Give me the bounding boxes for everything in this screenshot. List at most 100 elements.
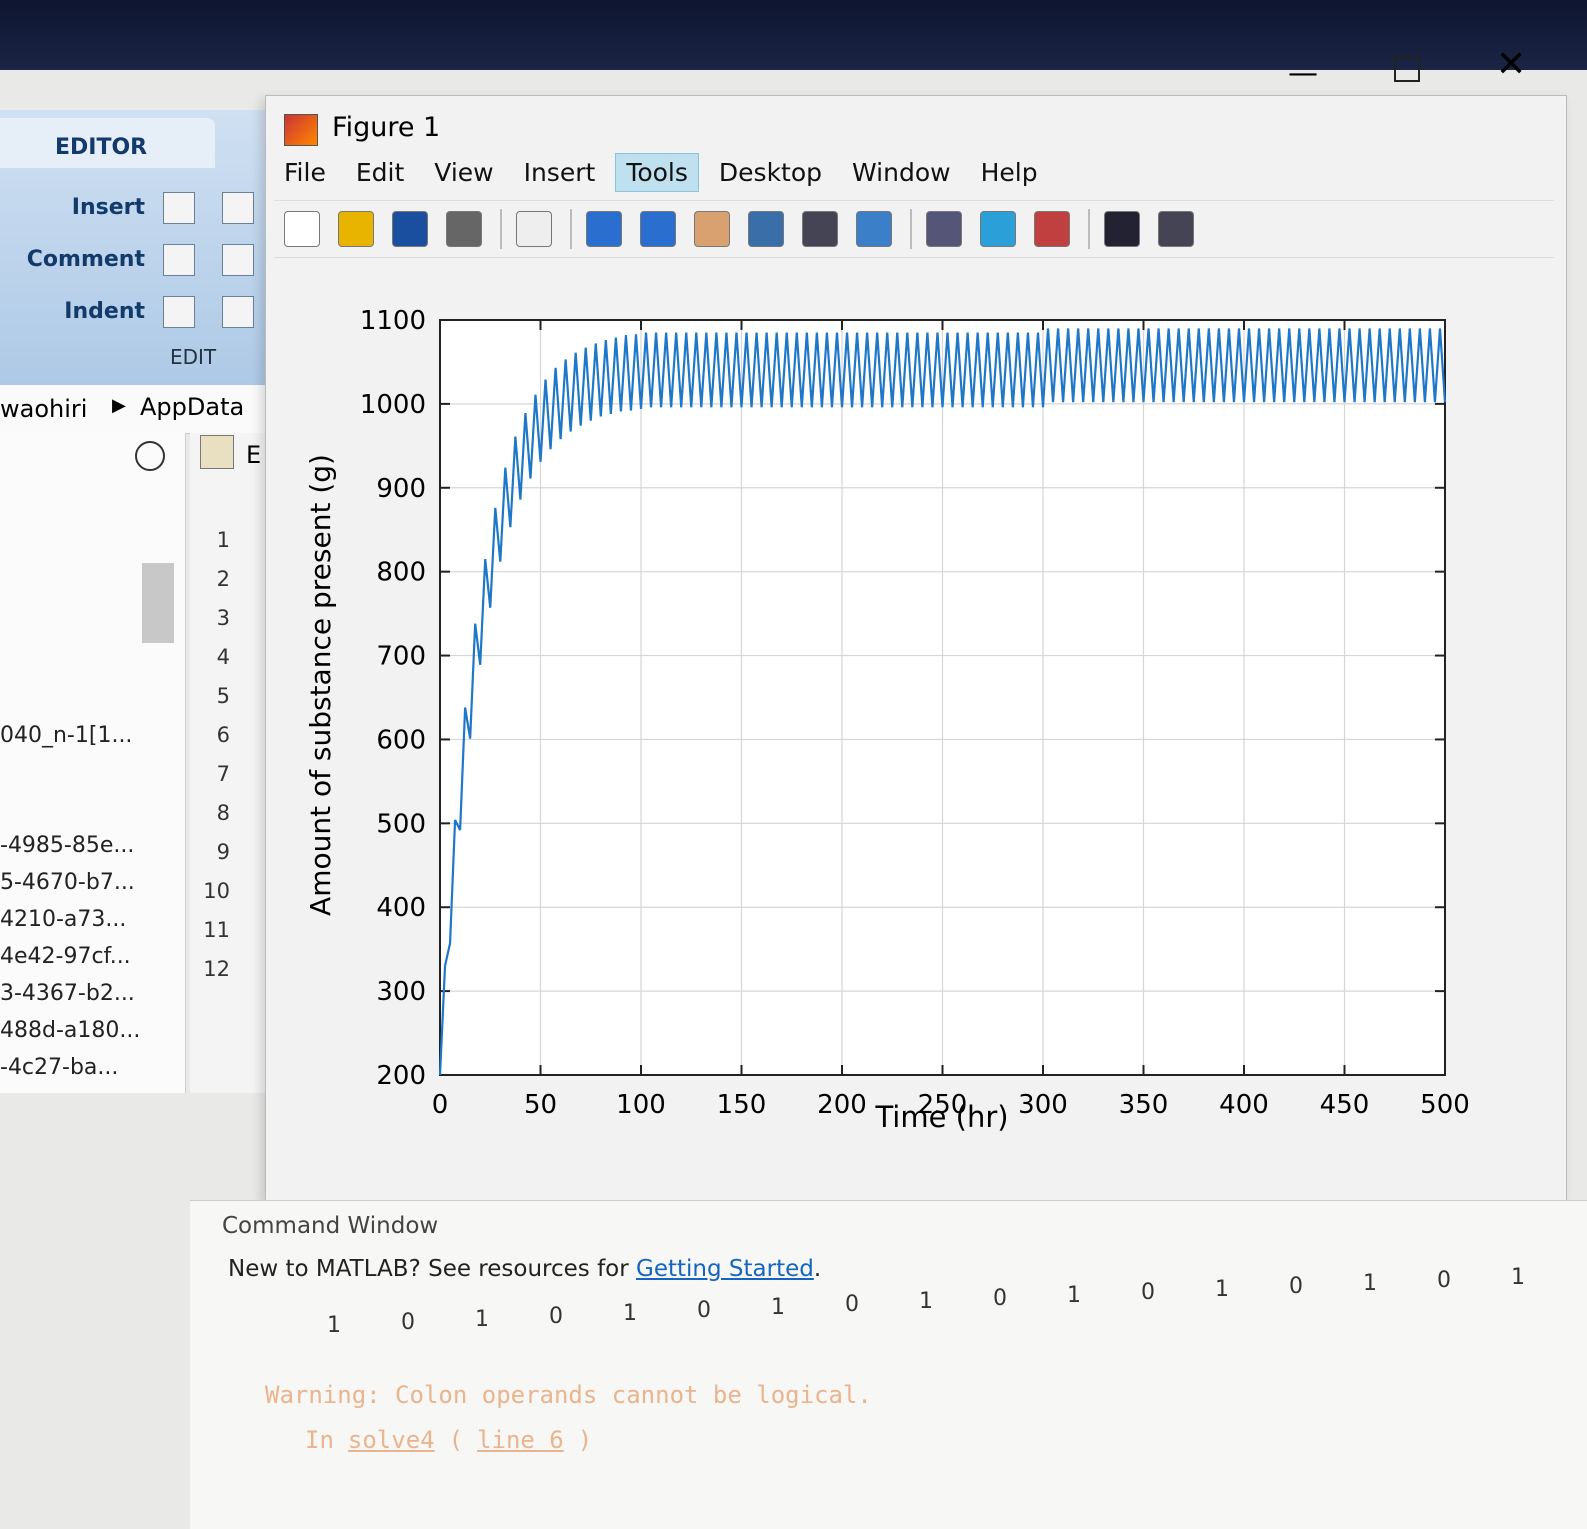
menu-item[interactable]: View bbox=[424, 154, 503, 191]
browser-menu[interactable] bbox=[135, 441, 165, 471]
toolbar-button[interactable] bbox=[284, 211, 320, 247]
x-tick-label: 50 bbox=[524, 1090, 557, 1120]
menu-item[interactable]: Help bbox=[971, 154, 1048, 191]
path-part[interactable]: waohiri bbox=[0, 395, 87, 423]
location-link[interactable]: solve4 bbox=[348, 1426, 435, 1454]
menu-item[interactable]: Tools bbox=[615, 153, 699, 192]
line-number: 5 bbox=[190, 684, 230, 708]
maximize-button[interactable] bbox=[1394, 56, 1420, 82]
ribbon-icon[interactable] bbox=[163, 296, 195, 328]
output-value: 0 bbox=[1437, 1268, 1451, 1293]
file-item[interactable]: -4985-85e... bbox=[0, 833, 134, 858]
ribbon-button[interactable]: Insert bbox=[0, 195, 145, 220]
ribbon-button[interactable]: Indent bbox=[0, 299, 145, 324]
line-number: 4 bbox=[190, 645, 230, 669]
toolbar-button[interactable] bbox=[586, 211, 622, 247]
file-item[interactable]: 4e42-97cf... bbox=[0, 944, 131, 969]
output-value: 1 bbox=[1363, 1271, 1377, 1296]
y-tick-label: 900 bbox=[376, 474, 426, 504]
file-item[interactable]: -4c27-ba... bbox=[0, 1055, 118, 1080]
y-tick-label: 400 bbox=[376, 893, 426, 923]
output-value: 1 bbox=[1511, 1265, 1525, 1290]
menu-item[interactable]: Desktop bbox=[709, 154, 832, 191]
warning-text: Warning: Colon operands cannot be logica… bbox=[265, 1381, 872, 1409]
group-label: EDIT bbox=[170, 345, 216, 369]
toolbar-button[interactable] bbox=[1034, 211, 1070, 247]
file-item[interactable]: 488d-a180... bbox=[0, 1018, 140, 1043]
toolbar-button[interactable] bbox=[446, 211, 482, 247]
screen: EDITOR InsertCommentIndent EDIT waohiri … bbox=[0, 0, 1587, 1528]
output-value: 1 bbox=[771, 1295, 785, 1320]
ribbon-icon[interactable] bbox=[222, 296, 254, 328]
line-number: 3 bbox=[190, 606, 230, 630]
editor-ribbon: EDITOR Insert Comment Indent EDIT bbox=[0, 110, 268, 385]
toolbar-button[interactable] bbox=[802, 211, 838, 247]
toolbar-button[interactable] bbox=[392, 211, 428, 247]
file-item[interactable]: 3-4367-b2... bbox=[0, 981, 135, 1006]
y-tick-label: 300 bbox=[376, 977, 426, 1007]
output-value: 1 bbox=[919, 1289, 933, 1314]
toolbar-button[interactable] bbox=[748, 211, 784, 247]
y-tick-label: 1100 bbox=[360, 306, 426, 336]
menu-item[interactable]: Insert bbox=[514, 154, 606, 191]
line-number: 12 bbox=[190, 957, 230, 981]
line-number: 1 bbox=[190, 528, 230, 552]
file-item[interactable]: 040_n-1[1... bbox=[0, 723, 132, 748]
panel-title: Command Window bbox=[222, 1213, 438, 1239]
toolbar-button[interactable] bbox=[694, 211, 730, 247]
toolbar-button[interactable] bbox=[1104, 211, 1140, 247]
minimize-button[interactable]: — bbox=[1288, 56, 1318, 91]
menu-item[interactable]: Edit bbox=[346, 154, 414, 191]
toolbar-button[interactable] bbox=[1158, 211, 1194, 247]
menu-item[interactable]: Window bbox=[842, 154, 961, 191]
x-tick-label: 350 bbox=[1119, 1090, 1169, 1120]
editor-tab[interactable]: EDITOR bbox=[55, 135, 147, 160]
toolbar-separator bbox=[1088, 209, 1090, 249]
editor-gutter: E 123456789101112 bbox=[190, 433, 268, 1093]
toolbar-button[interactable] bbox=[338, 211, 374, 247]
output-value: 0 bbox=[1289, 1274, 1303, 1299]
close-button[interactable]: ✕ bbox=[1496, 44, 1526, 85]
ribbon-button[interactable]: Comment bbox=[0, 247, 145, 272]
desktop-background bbox=[0, 0, 1587, 70]
toolbar-button[interactable] bbox=[856, 211, 892, 247]
x-tick-label: 300 bbox=[1018, 1090, 1068, 1120]
x-tick-label: 100 bbox=[616, 1090, 666, 1120]
ribbon-icon[interactable] bbox=[222, 244, 254, 276]
ribbon-icon[interactable] bbox=[222, 192, 254, 224]
y-tick-label: 200 bbox=[376, 1061, 426, 1091]
window-title: Figure 1 bbox=[332, 112, 440, 143]
location-text: ) bbox=[578, 1426, 592, 1454]
output-value: 0 bbox=[845, 1292, 859, 1317]
location-link[interactable]: line 6 bbox=[477, 1426, 564, 1454]
chart: Amount of substance present (g) Time (hr… bbox=[275, 265, 1565, 1195]
path-part[interactable]: AppData bbox=[140, 393, 244, 421]
menu-item[interactable]: File bbox=[274, 154, 336, 191]
scrollbar[interactable] bbox=[142, 563, 174, 643]
toolbar-button[interactable] bbox=[926, 211, 962, 247]
file-item[interactable]: 4210-a73... bbox=[0, 907, 126, 932]
x-tick-label: 200 bbox=[817, 1090, 867, 1120]
intro-end: . bbox=[814, 1256, 821, 1282]
ribbon-icon[interactable] bbox=[163, 244, 195, 276]
getting-started-link[interactable]: Getting Started bbox=[636, 1256, 814, 1282]
x-tick-label: 0 bbox=[432, 1090, 449, 1120]
line-number: 8 bbox=[190, 801, 230, 825]
intro-line: New to MATLAB? See resources for Getting… bbox=[228, 1256, 821, 1282]
file-item[interactable]: 5-4670-b7... bbox=[0, 870, 135, 895]
line-number: 9 bbox=[190, 840, 230, 864]
editor-tab-label[interactable]: E bbox=[246, 441, 261, 469]
line-number: 10 bbox=[190, 879, 230, 903]
command-window: Command Window New to MATLAB? See resour… bbox=[190, 1200, 1587, 1529]
y-tick-label: 600 bbox=[376, 725, 426, 755]
toolbar-button[interactable] bbox=[640, 211, 676, 247]
toolbar-button[interactable] bbox=[516, 211, 552, 247]
toolbar-button[interactable] bbox=[980, 211, 1016, 247]
figure-icon bbox=[284, 114, 318, 146]
ribbon-icon[interactable] bbox=[163, 192, 195, 224]
x-tick-label: 500 bbox=[1420, 1090, 1470, 1120]
y-tick-label: 700 bbox=[376, 642, 426, 672]
y-tick-label: 800 bbox=[376, 558, 426, 588]
toolbar-separator bbox=[570, 209, 572, 249]
location-text: In bbox=[305, 1426, 334, 1454]
